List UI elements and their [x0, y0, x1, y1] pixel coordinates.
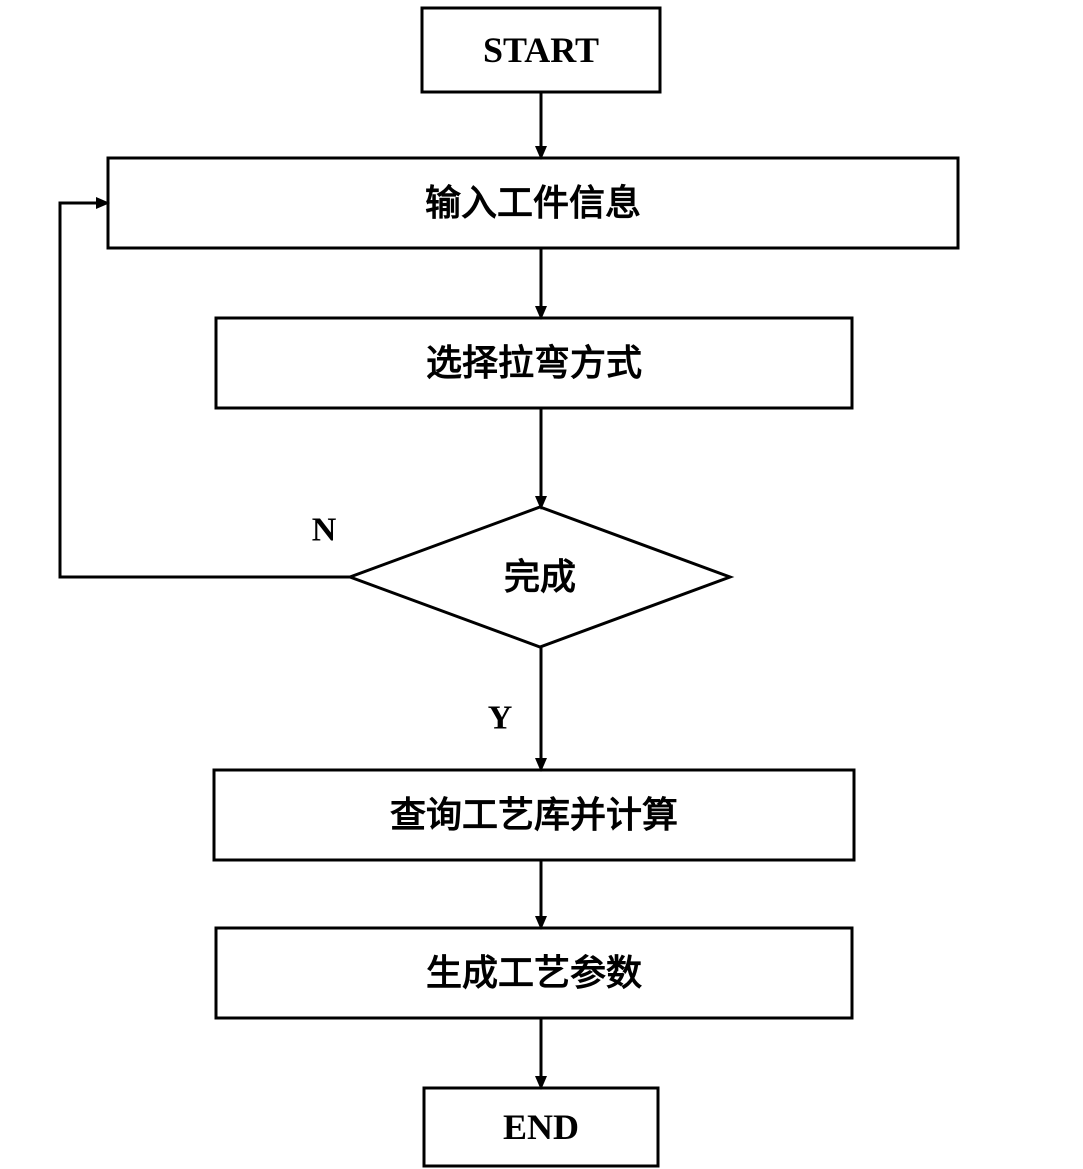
node-select: 选择拉弯方式	[216, 318, 852, 408]
node-start-label: START	[483, 30, 599, 70]
edges-group: YN	[60, 92, 541, 1088]
edge-label-Y: Y	[488, 700, 513, 737]
node-done-label: 完成	[504, 557, 576, 597]
edge-done-input	[60, 203, 350, 577]
node-start: START	[422, 8, 660, 92]
node-select-label: 选择拉弯方式	[426, 342, 642, 383]
node-gen-label: 生成工艺参数	[426, 953, 642, 993]
node-end-label: END	[503, 1107, 579, 1147]
node-query-label: 查询工艺库并计算	[390, 795, 678, 835]
edge-label-N: N	[312, 512, 337, 549]
node-end: END	[424, 1088, 658, 1166]
node-gen: 生成工艺参数	[216, 928, 852, 1018]
node-done: 完成	[350, 507, 730, 647]
node-query: 查询工艺库并计算	[214, 770, 854, 860]
flowchart-canvas: START 输入工件信息 选择拉弯方式 完成 查询工艺库并计算 生成工艺参数 E…	[0, 0, 1083, 1169]
node-input-label: 输入工件信息	[425, 183, 641, 223]
node-input: 输入工件信息	[108, 158, 958, 248]
